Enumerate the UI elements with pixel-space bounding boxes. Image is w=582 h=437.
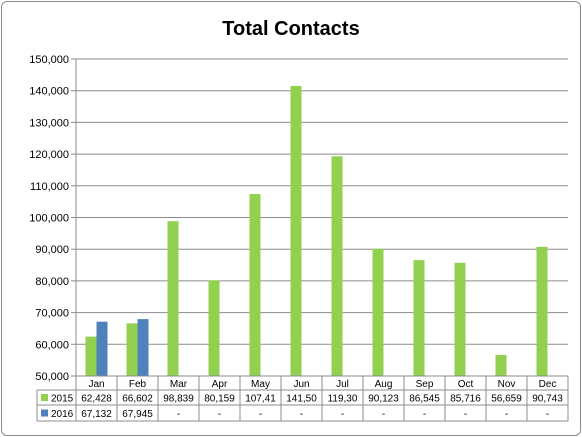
data-label-2016: 67,945 (122, 409, 153, 420)
y-tick-label: 80,000 (35, 276, 69, 288)
data-label-2015: 56,659 (491, 394, 522, 405)
data-label-2015: 98,839 (163, 394, 194, 405)
bar-2016-Feb (137, 319, 149, 376)
legend-label: 2015 (51, 394, 74, 405)
x-category-label: May (251, 379, 270, 390)
data-label-2015: 107,41 (245, 394, 276, 405)
y-axis: 50,000 60,000 70,000 80,000 90,000 100,000 110… (29, 54, 77, 383)
x-category-label: Oct (458, 379, 474, 390)
x-category-label: Jun (293, 379, 309, 390)
bar-2015-Jul (331, 156, 343, 376)
legend-label: 2016 (51, 409, 74, 420)
y-tick-label: 110,000 (30, 181, 69, 193)
data-label-2015: 86,545 (409, 394, 440, 405)
y-tick-label: 70,000 (35, 308, 69, 320)
y-tick-label: 90,000 (35, 244, 69, 256)
data-label-2015: 119,30 (328, 394, 358, 405)
bar-2016-Jan (96, 321, 108, 376)
bar-2015-May (249, 194, 261, 376)
bar-2015-Nov (495, 354, 507, 376)
data-label-2016: - (300, 409, 303, 420)
y-tick-label: 140,000 (29, 86, 69, 98)
data-label-2015: 62,428 (81, 394, 112, 405)
bar-2015-Dec (536, 246, 548, 376)
data-label-2016: - (423, 409, 426, 420)
bar-2015-Oct (454, 262, 466, 376)
data-label-2016: - (464, 409, 467, 420)
bar-2015-Jan (85, 336, 97, 376)
data-label-2016: - (505, 409, 508, 420)
gridlines (76, 58, 568, 377)
data-label-2016: - (546, 409, 549, 420)
data-label-2016: - (341, 409, 344, 420)
data-label-2016: 67,132 (81, 409, 112, 420)
data-label-2016: - (259, 409, 262, 420)
data-label-2015: 66,602 (122, 394, 153, 405)
x-category-label: Jul (336, 379, 349, 390)
y-tick-label: 150,000 (29, 54, 69, 66)
x-category-label: Sep (416, 379, 434, 390)
x-category-label: Jan (88, 379, 104, 390)
data-label-2015: 90,743 (532, 394, 563, 405)
bar-2015-Jun (290, 85, 302, 376)
data-label-2016: - (218, 409, 221, 420)
y-tick-label: 100,000 (29, 213, 69, 225)
data-label-2015: 80,159 (204, 394, 235, 405)
x-category-label: Dec (539, 379, 557, 390)
y-tick-label: 130,000 (29, 117, 69, 129)
data-label-2016: - (382, 409, 385, 420)
bar-2015-Aug (372, 248, 384, 376)
bar-2015-Apr (208, 280, 220, 376)
y-tick-label: 120,000 (29, 149, 69, 161)
data-table: Jan Feb Mar Apr May Jun Jul Aug Sep Oct Nov Dec 2015… (36, 375, 569, 422)
data-label-2015: 85,716 (450, 394, 481, 405)
x-category-label: Mar (170, 379, 188, 390)
data-label-2015: 141,50 (286, 394, 317, 405)
x-category-label: Feb (129, 379, 147, 390)
bar-2015-Sep (413, 260, 425, 376)
data-label-2016: - (177, 409, 180, 420)
bar-2015-Feb (126, 323, 138, 376)
bar-2015-Mar (167, 221, 179, 376)
chart-title: Total Contacts (222, 18, 359, 40)
x-category-label: Nov (498, 379, 516, 390)
legend-key-2015 (41, 394, 48, 401)
y-tick-label: 50,000 (35, 371, 69, 383)
y-tick-label: 60,000 (35, 339, 69, 351)
x-category-label: Apr (212, 379, 228, 390)
legend-key-2016 (41, 409, 48, 417)
bars (85, 85, 548, 376)
data-label-2015: 90,123 (368, 394, 399, 405)
x-category-label: Aug (375, 379, 393, 390)
